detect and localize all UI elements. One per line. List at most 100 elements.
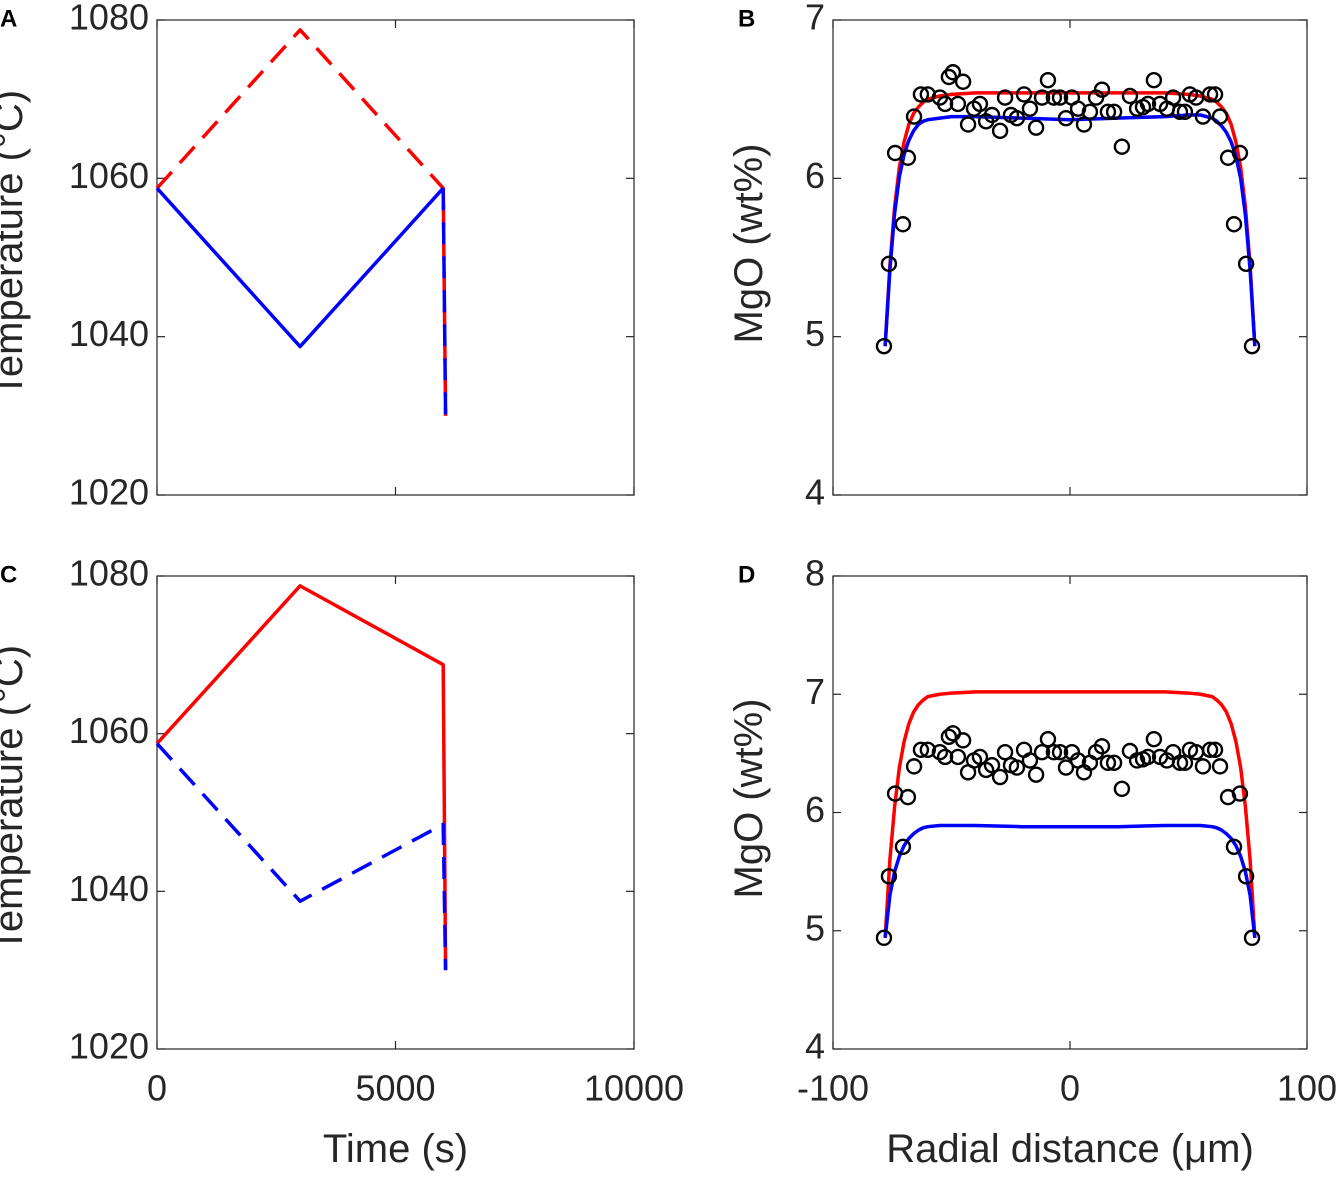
- data-point: [983, 106, 1001, 124]
- data-point: [1093, 738, 1111, 755]
- data-point: [949, 748, 967, 766]
- data-point: [1081, 103, 1099, 121]
- y-tick-label: 4: [805, 1026, 825, 1067]
- y-tick-label: 4: [805, 472, 825, 513]
- data-point: [899, 788, 917, 806]
- data-point: [1206, 741, 1224, 759]
- y-tick-label: 1080: [69, 0, 149, 38]
- data-point: [1194, 758, 1212, 775]
- data-point: [1021, 100, 1039, 117]
- data-point: [996, 743, 1014, 761]
- data-point: [905, 108, 923, 125]
- y-tick-label: 1020: [69, 1026, 149, 1067]
- panel-label: D: [738, 561, 755, 588]
- data-point: [1008, 759, 1026, 776]
- data-point: [875, 929, 893, 947]
- line-series: [883, 690, 1257, 938]
- data-point: [1113, 780, 1131, 798]
- line-series: [883, 113, 1257, 347]
- data-point: [1171, 754, 1189, 772]
- y-tick-label: 1040: [69, 868, 149, 909]
- data-point: [1171, 103, 1189, 121]
- y-tick-label: 1060: [69, 155, 149, 196]
- data-point: [880, 868, 898, 885]
- data-point: [971, 95, 989, 113]
- data-point: [1027, 119, 1045, 136]
- data-point: [1231, 144, 1249, 162]
- data-point: [1045, 89, 1063, 106]
- x-tick-label: 0: [1060, 1068, 1080, 1109]
- data-point: [940, 68, 958, 86]
- data-point: [1057, 759, 1075, 776]
- y-tick-label: 1080: [69, 553, 149, 594]
- data-point: [1139, 748, 1157, 766]
- data-point: [899, 149, 917, 166]
- x-axis-label: Time (s): [323, 1127, 468, 1171]
- y-tick-label: 5: [805, 907, 825, 948]
- y-axis-label: Temperature (°C): [0, 645, 31, 952]
- data-point: [991, 768, 1009, 786]
- data-point: [996, 89, 1014, 106]
- x-tick-label: 5000: [355, 1068, 435, 1109]
- y-tick-label: 1060: [69, 710, 149, 751]
- y-axis-label: Temperature (°C): [0, 90, 31, 397]
- data-point: [1033, 89, 1051, 106]
- data-point: [949, 95, 967, 113]
- data-point: [1099, 754, 1117, 772]
- y-tick-label: 7: [805, 671, 825, 712]
- data-point: [1145, 730, 1163, 748]
- data-point: [1057, 109, 1075, 127]
- line-series: [155, 28, 448, 416]
- data-point: [894, 216, 912, 233]
- y-tick-label: 1040: [69, 313, 149, 354]
- plot-area: [156, 575, 635, 1050]
- data-point: [954, 732, 972, 749]
- data-point: [1039, 730, 1057, 748]
- data-point: [1201, 741, 1219, 759]
- x-tick-label: 10000: [584, 1068, 684, 1109]
- plot-area: [156, 19, 635, 496]
- data-point: [912, 86, 930, 103]
- data-point: [936, 95, 954, 113]
- x-axis-label: Radial distance (μm): [886, 1127, 1254, 1171]
- data-point: [1176, 103, 1194, 121]
- panel-label: B: [738, 5, 755, 32]
- panel-label: C: [0, 561, 17, 588]
- data-point: [991, 122, 1009, 140]
- data-point: [1211, 758, 1229, 775]
- data-point: [936, 748, 954, 766]
- data-point: [1008, 109, 1026, 127]
- line-series: [155, 187, 445, 349]
- data-point: [944, 64, 962, 81]
- data-point: [875, 337, 893, 355]
- data-point: [1113, 138, 1131, 155]
- data-point: [1139, 95, 1157, 113]
- y-tick-label: 6: [805, 789, 825, 830]
- data-point: [1201, 86, 1219, 103]
- data-point: [1039, 71, 1057, 89]
- y-tick-label: 1020: [69, 472, 149, 513]
- data-point: [1051, 743, 1069, 761]
- data-point: [1105, 754, 1123, 772]
- data-point: [1027, 766, 1045, 783]
- data-point: [1105, 103, 1123, 121]
- plot-area: [832, 19, 1308, 496]
- x-tick-label: -100: [797, 1068, 869, 1109]
- data-point: [931, 743, 949, 761]
- data-point: [954, 73, 972, 90]
- line-series: [155, 584, 448, 971]
- data-point: [919, 741, 936, 759]
- data-point: [1099, 103, 1117, 121]
- data-point: [1231, 785, 1249, 802]
- y-tick-label: 8: [805, 553, 825, 594]
- data-point: [1015, 86, 1033, 103]
- line-series: [883, 91, 1257, 347]
- data-point: [1045, 743, 1063, 761]
- line-series: [441, 188, 448, 416]
- data-point: [1021, 752, 1039, 769]
- y-axis-label: MgO (wt%): [727, 699, 771, 899]
- y-tick-label: 6: [805, 155, 825, 196]
- data-point: [905, 758, 923, 775]
